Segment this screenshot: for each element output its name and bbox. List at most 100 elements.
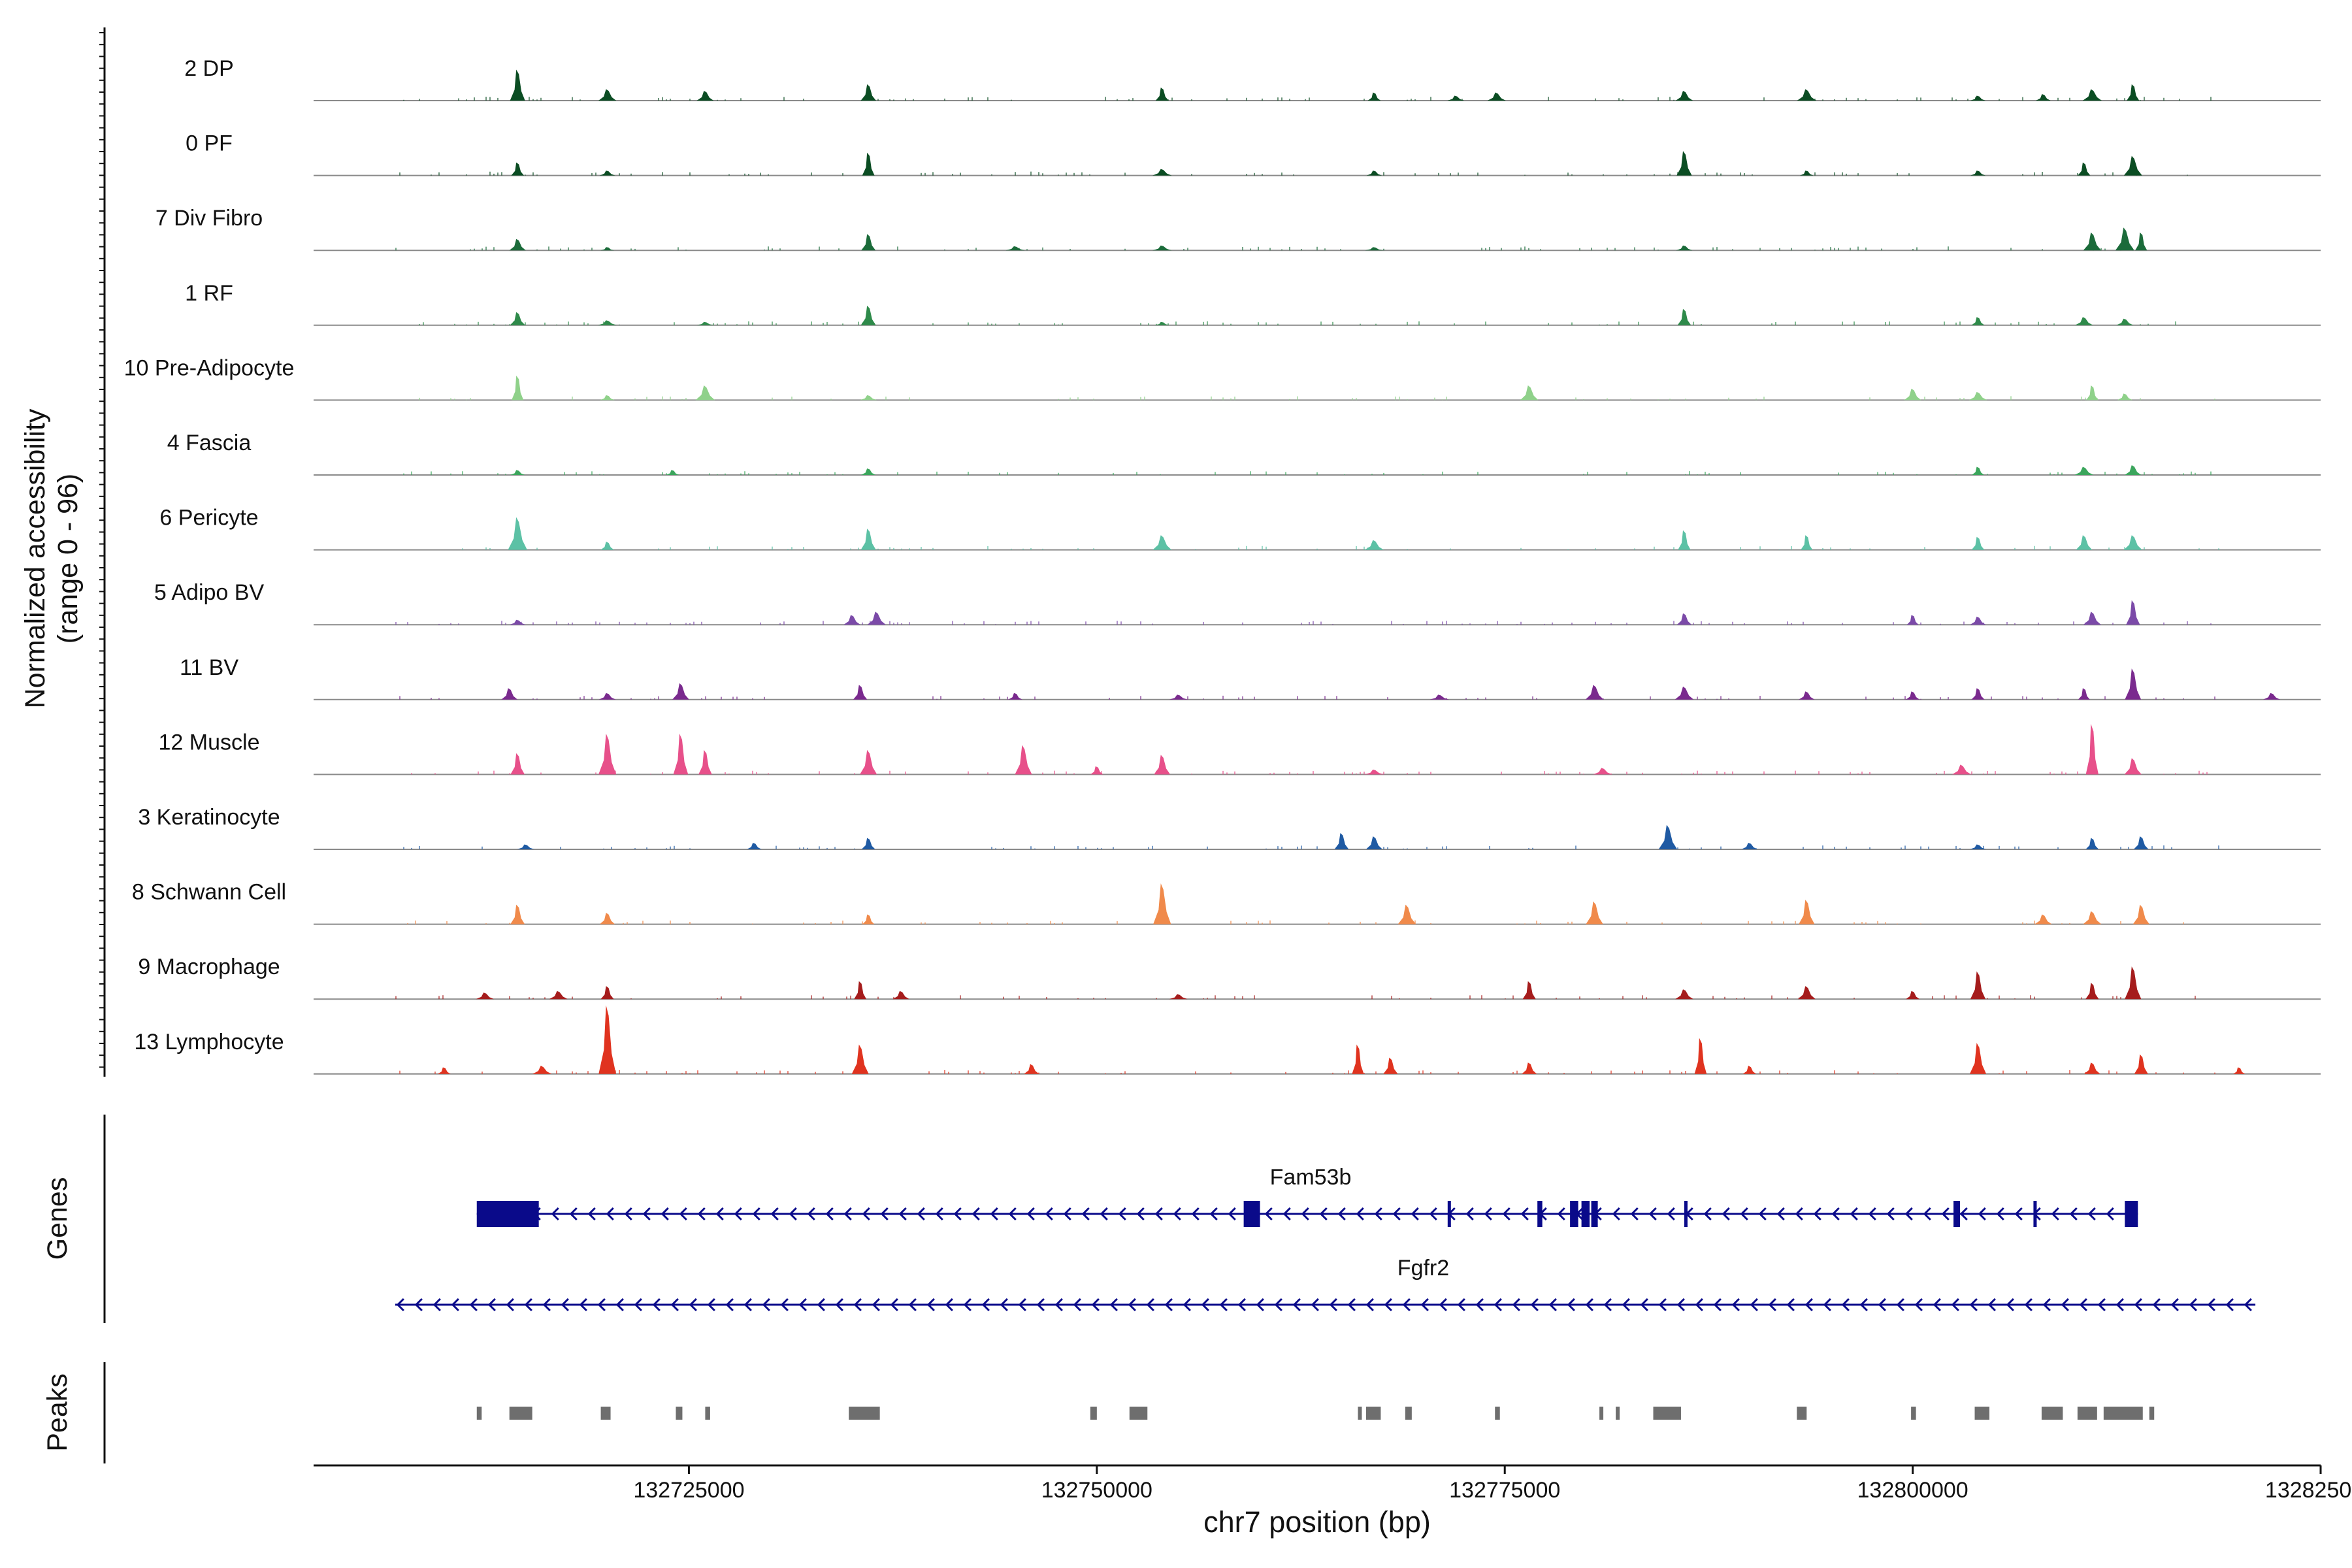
track: 7 Div Fibro bbox=[155, 206, 2321, 252]
accessibility-peak bbox=[2075, 317, 2093, 325]
accessibility-peak bbox=[1799, 900, 1815, 924]
accessibility-peak bbox=[510, 312, 525, 325]
accessibility-peak bbox=[1971, 536, 1985, 550]
accessibility-peak bbox=[476, 992, 494, 1000]
accessibility-peak bbox=[512, 375, 524, 400]
accessibility-peak bbox=[862, 152, 875, 176]
peak-region bbox=[1129, 1407, 1148, 1420]
accessibility-peak bbox=[2134, 1054, 2148, 1074]
accessibility-peak bbox=[1383, 1057, 1398, 1074]
track-label: 3 Keratinocyte bbox=[138, 805, 280, 830]
accessibility-peak bbox=[1397, 904, 1416, 924]
peak-region bbox=[1653, 1407, 1681, 1420]
accessibility-peak bbox=[1799, 691, 1815, 700]
accessibility-peak bbox=[1429, 694, 1450, 700]
track-label: 8 Schwann Cell bbox=[132, 880, 286, 905]
accessibility-peak bbox=[2036, 94, 2051, 101]
track-label: 13 Lymphocyte bbox=[134, 1030, 284, 1054]
accessibility-peak bbox=[1968, 391, 1987, 400]
accessibility-tracks: 2 DP 0 PF 7 Div Fibro 1 RF 10 Pre-Adipocyte 4… bbox=[124, 56, 2321, 1075]
accessibility-peak bbox=[1152, 245, 1172, 251]
y-axis-label-line1: Normalized accessibility bbox=[20, 408, 51, 708]
track-noise bbox=[395, 995, 2196, 1000]
peaks-panel-label: Peaks bbox=[42, 1373, 73, 1452]
peak-region bbox=[1974, 1407, 1989, 1420]
accessibility-peak bbox=[1676, 245, 1693, 251]
accessibility-peak bbox=[1593, 768, 1612, 775]
accessibility-peak bbox=[1154, 321, 1169, 325]
y-axis-label: Normalized accessibility (range 0 - 96) bbox=[20, 408, 84, 708]
accessibility-peak bbox=[1155, 88, 1169, 101]
accessibility-peak bbox=[1015, 745, 1032, 775]
peak-region bbox=[2103, 1407, 2143, 1420]
accessibility-peak bbox=[672, 683, 689, 700]
x-tick-label: 132725000 bbox=[633, 1478, 744, 1503]
accessibility-peak bbox=[1969, 844, 1987, 849]
accessibility-peak bbox=[1969, 1043, 1987, 1074]
accessibility-peak bbox=[2123, 155, 2142, 176]
accessibility-peak bbox=[1364, 540, 1384, 550]
accessibility-peak bbox=[843, 615, 861, 625]
accessibility-peak bbox=[2074, 466, 2094, 475]
accessibility-peak bbox=[2117, 393, 2132, 400]
accessibility-peak bbox=[1797, 986, 1816, 1000]
accessibility-peak bbox=[532, 1066, 552, 1074]
track: 8 Schwann Cell bbox=[132, 880, 2321, 925]
accessibility-peak bbox=[598, 89, 617, 101]
accessibility-peak bbox=[598, 693, 616, 700]
exon bbox=[2125, 1201, 2138, 1227]
accessibility-peak bbox=[1586, 901, 1603, 924]
accessibility-peak bbox=[517, 844, 535, 849]
accessibility-peak bbox=[501, 688, 518, 700]
track-label: 10 Pre-Adipocyte bbox=[124, 355, 295, 380]
accessibility-peak bbox=[1676, 613, 1692, 625]
peak-region bbox=[476, 1407, 482, 1420]
accessibility-peak bbox=[1906, 615, 1919, 625]
track-noise bbox=[399, 1070, 2215, 1074]
exon bbox=[1591, 1201, 1598, 1227]
accessibility-peak bbox=[1365, 836, 1383, 849]
accessibility-peak bbox=[2116, 318, 2134, 325]
accessibility-peak bbox=[2233, 1067, 2246, 1074]
peak-region bbox=[705, 1407, 710, 1420]
accessibility-peak bbox=[861, 468, 876, 475]
accessibility-peak bbox=[600, 542, 614, 550]
accessibility-peak bbox=[698, 749, 712, 775]
accessibility-peak bbox=[2083, 911, 2102, 924]
track-label: 1 RF bbox=[185, 281, 233, 306]
track-label: 11 BV bbox=[180, 655, 238, 680]
accessibility-peak bbox=[510, 904, 525, 924]
track: 12 Muscle bbox=[159, 723, 2321, 776]
accessibility-peak bbox=[2085, 838, 2099, 849]
accessibility-peak bbox=[1970, 95, 1986, 101]
accessibility-peak bbox=[1585, 685, 1604, 700]
exon bbox=[1570, 1201, 1578, 1227]
accessibility-peak bbox=[1972, 466, 1984, 475]
accessibility-peak bbox=[599, 171, 615, 176]
accessibility-peak bbox=[860, 749, 877, 775]
accessibility-peak bbox=[508, 517, 527, 550]
track: 6 Pericyte bbox=[159, 506, 2321, 551]
x-tick-label: 132750000 bbox=[1041, 1478, 1152, 1503]
track: 3 Keratinocyte bbox=[138, 805, 2321, 850]
track-label: 5 Adipo BV bbox=[154, 580, 265, 605]
accessibility-peak bbox=[1364, 769, 1384, 775]
track: 0 PF bbox=[186, 131, 2321, 176]
accessibility-peak bbox=[696, 91, 714, 101]
track-label: 0 PF bbox=[186, 131, 233, 156]
accessibility-peak bbox=[860, 84, 876, 101]
x-axis-label: chr7 position (bp) bbox=[1203, 1505, 1431, 1539]
track-label: 2 DP bbox=[184, 56, 234, 81]
track-noise bbox=[403, 845, 2219, 849]
track-label: 4 Fascia bbox=[167, 431, 252, 455]
accessibility-peak bbox=[746, 843, 762, 849]
accessibility-peak bbox=[2084, 1062, 2100, 1074]
exon bbox=[1581, 1201, 1590, 1227]
accessibility-peak bbox=[437, 1067, 451, 1074]
strand-arrows bbox=[396, 1298, 2252, 1312]
accessibility-peak bbox=[1522, 1062, 1537, 1074]
track: 1 RF bbox=[185, 281, 2321, 326]
gene: Fgfr2 bbox=[395, 1256, 2256, 1312]
accessibility-peak bbox=[1352, 1044, 1364, 1074]
accessibility-peak bbox=[510, 753, 525, 775]
